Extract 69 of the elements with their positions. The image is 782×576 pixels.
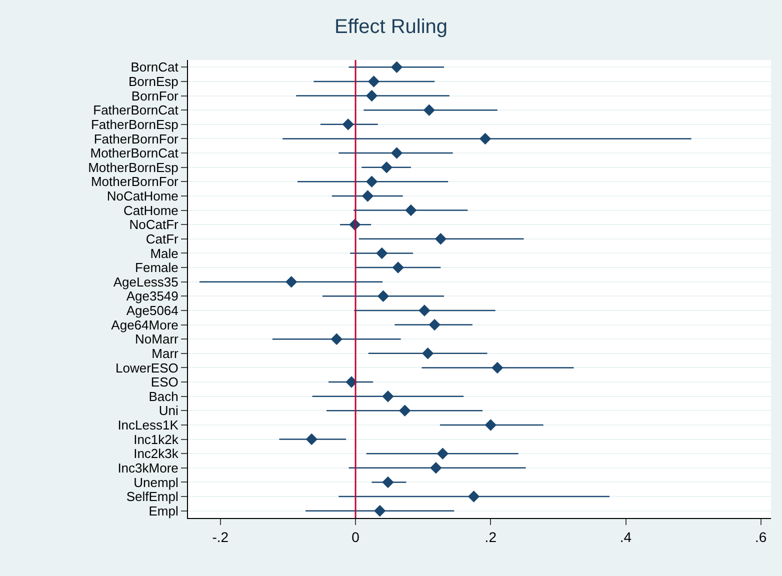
point bbox=[436, 448, 449, 460]
y-tick-label: SelfEmpl bbox=[126, 489, 178, 504]
point bbox=[380, 161, 392, 174]
x-tick-label: .6 bbox=[755, 528, 767, 545]
y-tick-label: LowerESO bbox=[116, 360, 178, 376]
y-tick-label: Unempl bbox=[134, 474, 179, 490]
point bbox=[286, 276, 298, 288]
y-tick-label: NoMarr bbox=[135, 332, 180, 347]
chart-title: Effect Ruling bbox=[334, 16, 448, 38]
y-tick-label: FatherBornCat bbox=[93, 102, 179, 118]
y-tick-label: CatFr bbox=[146, 231, 180, 246]
y-tick-label: Uni bbox=[158, 403, 179, 418]
point bbox=[390, 61, 403, 74]
y-tick-label: MotherBornEsp bbox=[88, 160, 178, 175]
y-tick-label: MotherBornFor bbox=[90, 174, 180, 190]
point bbox=[342, 118, 354, 130]
point bbox=[374, 504, 386, 517]
y-tick-label: IncLess1K bbox=[118, 418, 179, 433]
y-tick-label: Male bbox=[150, 246, 178, 261]
y-tick-label: CatHome bbox=[123, 202, 178, 218]
point bbox=[368, 76, 380, 88]
point bbox=[382, 390, 394, 402]
x-tick-label: .2 bbox=[484, 528, 497, 545]
y-tick-label: ESO bbox=[150, 374, 178, 390]
point bbox=[418, 304, 430, 316]
y-tick-label: BornFor bbox=[131, 88, 180, 104]
point bbox=[346, 376, 358, 388]
point bbox=[306, 433, 318, 446]
x-tick-label: 0 bbox=[352, 528, 360, 545]
point bbox=[366, 176, 378, 188]
point bbox=[405, 204, 417, 216]
point bbox=[330, 333, 342, 345]
x-tick-label: .4 bbox=[620, 528, 632, 545]
point bbox=[479, 132, 492, 145]
y-tick-label: Age3549 bbox=[126, 288, 178, 304]
point bbox=[377, 290, 390, 302]
point bbox=[376, 247, 388, 260]
point bbox=[392, 262, 404, 274]
point bbox=[430, 462, 442, 474]
y-tick-label: AgeLess35 bbox=[113, 274, 178, 290]
y-tick-label: NoCatFr bbox=[129, 217, 180, 232]
y-tick-label: Age5064 bbox=[126, 303, 178, 318]
y-tick-label: Age64More bbox=[111, 317, 178, 332]
y-tick-label: Marr bbox=[152, 346, 180, 361]
y-tick-label: FatherBornFor bbox=[94, 131, 180, 146]
point bbox=[423, 104, 436, 116]
point bbox=[390, 147, 403, 159]
point bbox=[382, 476, 394, 488]
y-tick-label: BornEsp bbox=[128, 74, 178, 90]
y-tick-label: Inc3kMore bbox=[118, 460, 178, 476]
point bbox=[399, 404, 411, 417]
point bbox=[366, 90, 378, 102]
point bbox=[362, 190, 374, 202]
y-tick-label: Empl bbox=[148, 503, 179, 518]
point bbox=[468, 490, 480, 502]
point bbox=[434, 233, 447, 245]
y-tick-label: FatherBornEsp bbox=[90, 116, 178, 132]
point bbox=[484, 419, 496, 431]
y-tick-label: Inc2k3k bbox=[134, 446, 179, 462]
y-tick-label: Female bbox=[135, 260, 178, 276]
y-tick-label: BornCat bbox=[130, 60, 179, 75]
y-tick-label: MotherBornCat bbox=[90, 146, 179, 161]
y-tick-label: NoCatHome bbox=[106, 188, 178, 204]
x-tick-label: -.2 bbox=[212, 528, 229, 545]
y-tick-label: Inc1k2k bbox=[134, 432, 179, 447]
point bbox=[492, 362, 504, 374]
point bbox=[422, 348, 434, 360]
point bbox=[428, 318, 440, 331]
y-tick-label: Bach bbox=[148, 388, 178, 404]
